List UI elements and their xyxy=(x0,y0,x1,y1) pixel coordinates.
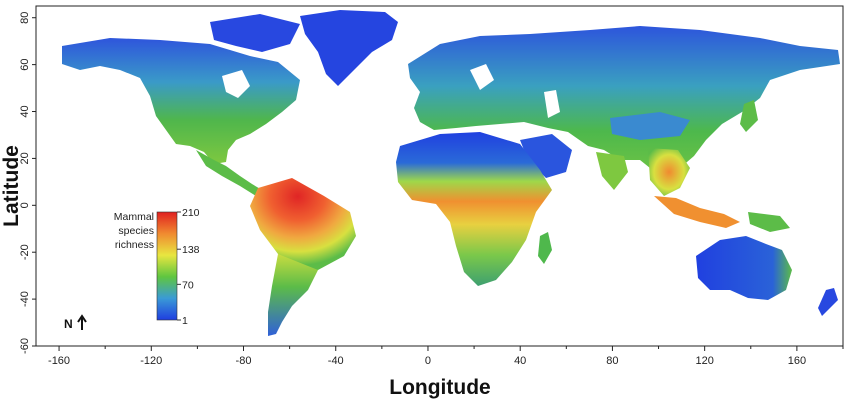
y-axis-title: Latitude xyxy=(0,145,23,227)
color-legend: Mammal species richness 210 138 70 1 xyxy=(114,207,200,327)
y-tick-label: 20 xyxy=(19,152,31,164)
tibet-region xyxy=(610,112,690,140)
north-arrow-icon xyxy=(77,314,87,330)
japan-region xyxy=(740,100,758,132)
legend-tick-label: 1 xyxy=(182,315,188,327)
madagascar-region xyxy=(538,232,552,264)
y-tick-label: 40 xyxy=(19,105,31,117)
africa-region xyxy=(396,132,552,286)
y-tick-label: 60 xyxy=(19,58,31,70)
legend-ticks: 210 138 70 1 xyxy=(177,207,200,327)
australia-region xyxy=(696,236,792,300)
india-region xyxy=(596,152,628,190)
x-axis-ticks: -160 -120 -80 -40 0 40 80 120 160 xyxy=(48,346,844,367)
y-tick-label: -20 xyxy=(19,244,31,260)
new-guinea-region xyxy=(748,212,790,232)
north-arrow: N xyxy=(64,314,87,331)
legend-tick-label: 138 xyxy=(182,244,200,256)
x-tick-label: 80 xyxy=(606,355,618,367)
landmasses xyxy=(62,10,840,336)
y-tick-label: 80 xyxy=(19,12,31,24)
legend-colorbar xyxy=(156,211,178,321)
y-tick-label: -40 xyxy=(19,291,31,307)
y-tick-label: -60 xyxy=(19,338,31,354)
north-label: N xyxy=(64,317,73,331)
legend-title-line-3: richness xyxy=(115,239,154,251)
y-axis-ticks: 80 60 40 20 0 -20 -40 -60 xyxy=(19,12,36,354)
legend-tick-label: 70 xyxy=(182,279,194,291)
x-tick-label: 40 xyxy=(514,355,526,367)
baltic-sea xyxy=(470,64,494,90)
greenland-region xyxy=(300,10,398,86)
new-zealand-region xyxy=(818,288,838,316)
x-tick-label: 160 xyxy=(788,355,806,367)
north-america-region xyxy=(62,38,300,164)
x-tick-label: -40 xyxy=(328,355,344,367)
hudson-bay xyxy=(222,70,250,98)
arabia-region xyxy=(520,134,572,178)
caspian-sea xyxy=(544,90,560,118)
south-america-south-region xyxy=(268,254,318,336)
x-tick-label: 0 xyxy=(425,355,431,367)
x-tick-label: -160 xyxy=(48,355,70,367)
arctic-islands-region xyxy=(210,14,300,52)
plot-frame xyxy=(35,5,844,347)
legend-title-line-1: Mammal xyxy=(114,211,154,223)
central-america-region xyxy=(196,150,262,196)
south-america-amazon-region xyxy=(250,178,356,270)
x-axis-title: Longitude xyxy=(389,376,490,399)
legend-tick-label: 210 xyxy=(182,207,200,219)
y-tick-label: 0 xyxy=(19,202,31,208)
eurasia-region xyxy=(408,26,840,176)
indonesia-region xyxy=(654,196,740,228)
x-tick-label: -120 xyxy=(140,355,162,367)
x-tick-label: 120 xyxy=(695,355,713,367)
southeast-asia-region xyxy=(648,148,690,196)
x-tick-label: -80 xyxy=(236,355,252,367)
legend-title-line-2: species xyxy=(118,225,154,237)
